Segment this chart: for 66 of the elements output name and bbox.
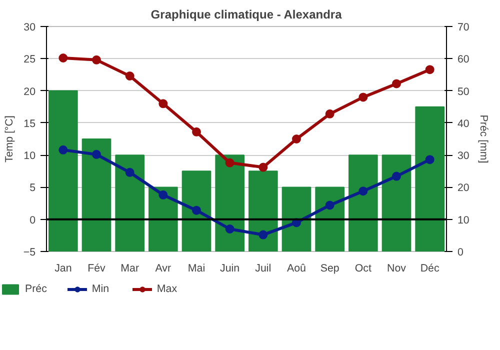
- y2-tick-label: 20: [458, 182, 470, 194]
- y2-tick-label: 0: [458, 246, 464, 258]
- y2-tick-label: 60: [458, 54, 470, 66]
- legend-label: Max: [156, 283, 178, 295]
- point: [92, 55, 101, 64]
- point: [58, 145, 68, 154]
- x-tick-label: Aoû: [287, 262, 306, 274]
- x-tick-label: Avr: [155, 262, 172, 274]
- point: [425, 65, 434, 74]
- bar: [182, 170, 212, 252]
- bar: [415, 106, 444, 252]
- point: [125, 72, 134, 80]
- x-tick-label: Mar: [120, 262, 140, 274]
- y2-tick-label: 30: [458, 150, 470, 162]
- x-tick-label: Sep: [320, 262, 340, 274]
- x-tick-label: Jan: [54, 262, 72, 274]
- y2-axis-title: Préc [mm]: [477, 114, 490, 164]
- bar: [382, 154, 412, 252]
- point: [258, 230, 268, 240]
- point: [358, 186, 368, 196]
- y-axis-title: Temp [°C]: [3, 116, 16, 162]
- point: [125, 168, 134, 177]
- bar: [348, 154, 378, 252]
- point: [58, 54, 68, 62]
- x-tick-label: Oct: [354, 262, 372, 274]
- y-tick-label: 30: [24, 22, 36, 34]
- y2-tick-label: 50: [458, 86, 470, 98]
- bar: [248, 170, 278, 252]
- point: [325, 200, 334, 210]
- y-tick-label: 20: [24, 86, 36, 98]
- point: [425, 155, 434, 164]
- point: [392, 79, 401, 88]
- y-tick-label: 5: [30, 182, 36, 194]
- y-tick-label: 10: [24, 150, 36, 162]
- legend-label: Min: [92, 283, 110, 295]
- point: [225, 158, 234, 168]
- x-tick-label: Déc: [420, 262, 440, 274]
- point: [192, 127, 201, 136]
- x-tick-label: Mai: [188, 262, 206, 274]
- point: [258, 162, 268, 172]
- point: [358, 92, 368, 102]
- point: [325, 109, 334, 118]
- chart-title: Graphique climatique - Alexandra: [150, 8, 342, 22]
- point: [158, 99, 168, 108]
- x-tick-label: Juin: [220, 262, 240, 274]
- y-tick-label: 0: [30, 214, 36, 226]
- bar: [82, 138, 112, 252]
- y2-tick-label: 40: [458, 118, 470, 130]
- x-tick-label: Nov: [387, 262, 407, 274]
- y2-tick-label: 70: [458, 22, 470, 34]
- point: [225, 224, 234, 234]
- bar: [115, 154, 144, 252]
- x-tick-label: Fév: [88, 262, 106, 274]
- legend-label: Préc: [25, 283, 47, 295]
- y2-tick-label: 10: [458, 214, 470, 226]
- y-tick-label: 15: [24, 118, 36, 130]
- y-tick-label: 25: [24, 54, 36, 66]
- y-tick-label: −5: [23, 246, 36, 258]
- point: [92, 150, 101, 159]
- point: [192, 206, 201, 215]
- bar: [282, 186, 312, 252]
- x-tick-label: Juil: [255, 262, 272, 274]
- point: [392, 172, 401, 181]
- bar: [48, 90, 78, 252]
- point: [292, 134, 301, 144]
- point: [158, 190, 168, 200]
